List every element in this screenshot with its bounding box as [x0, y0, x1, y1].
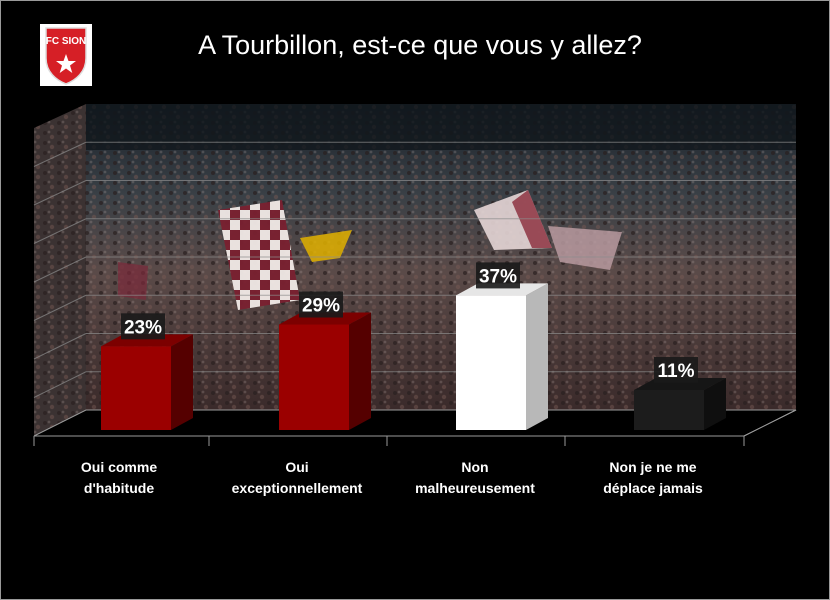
- data-label: 23%: [124, 317, 162, 338]
- gridline-side: [33, 180, 87, 206]
- category-label-non-je-ne-me-deplace-jamais: Non je ne me déplace jamais: [603, 459, 703, 496]
- data-label-bg: [654, 356, 698, 383]
- gridline-side: [33, 294, 87, 321]
- bar-front: [634, 389, 704, 430]
- gridline-side: [33, 141, 87, 167]
- gridline-side: [33, 371, 87, 398]
- fc-sion-logo: FC SION: [40, 24, 92, 86]
- category-label-oui-comme-dhabitude: Oui comme d'habitude: [80, 459, 158, 496]
- data-label-bg: [121, 313, 165, 340]
- data-label-bg: [299, 291, 343, 318]
- svg-text:FC SION: FC SION: [46, 36, 87, 47]
- bar-side: [171, 334, 193, 430]
- x-axis-ticks: [33, 436, 745, 446]
- bar-front: [279, 324, 349, 430]
- gridline-side: [33, 333, 87, 360]
- bar-2: 29%: [279, 291, 371, 430]
- data-label: 29%: [302, 296, 340, 317]
- bar-series: 23% 29% 37% 11%: [101, 262, 726, 430]
- bar-3: 37%: [456, 262, 548, 430]
- bar-front: [101, 346, 171, 430]
- data-label: 11%: [658, 361, 695, 382]
- chart-title: A Tourbillon, est-ce que vous y allez?: [198, 30, 642, 60]
- gridline-side: [33, 256, 87, 283]
- data-label-bg: [476, 262, 520, 289]
- x-axis-depth-line: [743, 409, 797, 437]
- bar-side: [526, 283, 548, 430]
- bar-1: 23%: [101, 313, 193, 430]
- category-label-non-malheureusement: Non malheureusement: [415, 459, 535, 496]
- bar-side: [349, 312, 371, 430]
- data-label: 37%: [479, 266, 517, 287]
- category-label-oui-exceptionnellement: Oui exceptionnellement: [231, 459, 363, 496]
- bar-side: [704, 377, 726, 430]
- gridline-side: [33, 218, 87, 244]
- bar-front: [456, 295, 526, 430]
- bar-4: 11%: [634, 356, 726, 430]
- chart-gridlines: [33, 141, 796, 398]
